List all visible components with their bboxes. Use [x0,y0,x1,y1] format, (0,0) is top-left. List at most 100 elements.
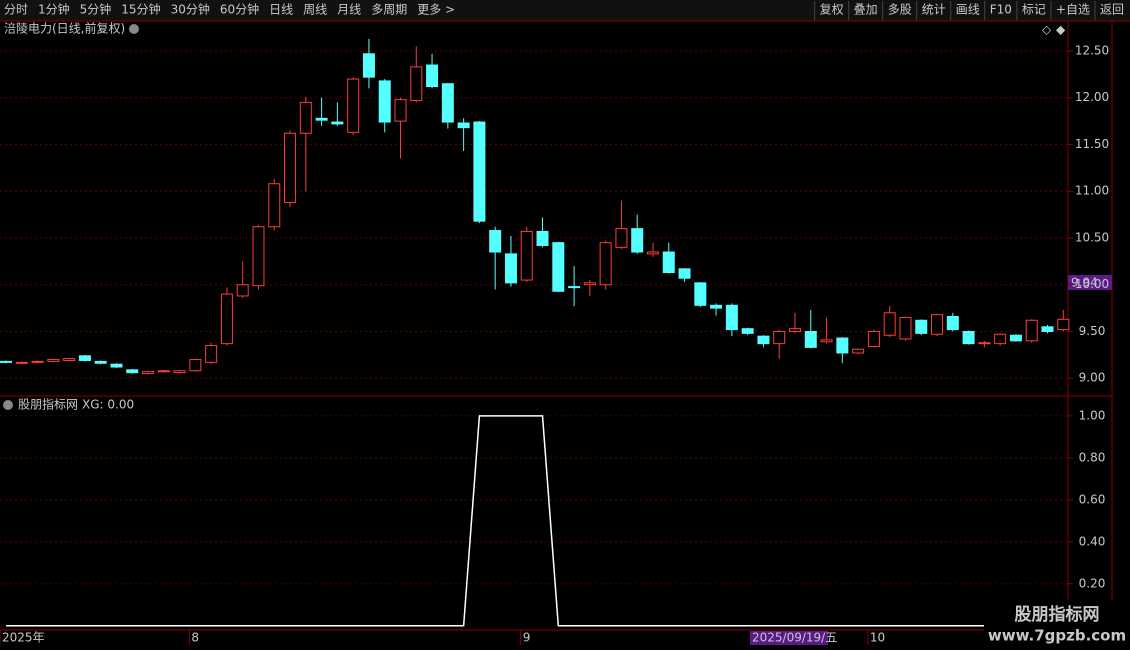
candle-body [220,293,233,345]
y-tick-label: 0.40 [1079,534,1106,548]
candle-body [441,83,454,123]
toolbar-button[interactable]: F10 [990,3,1012,17]
candle-body [789,328,801,332]
toolbar-button[interactable]: 多周期 [371,3,407,17]
candle-body [568,286,581,289]
x-tick-label: 8 [191,631,199,645]
candle-body [536,230,549,246]
candle-body [0,360,12,363]
y-tick-label: 0.20 [1079,576,1106,590]
candle-body [252,226,265,287]
candle-body [457,122,470,129]
toolbar-button[interactable]: 1分钟 [38,2,70,17]
candle-body [1009,334,1022,342]
settings-icon[interactable]: ◆ [1056,23,1066,37]
candle-body [78,355,91,361]
y-tick-label: 9.50 [1079,324,1106,338]
candle-body [173,370,186,374]
candle-body [599,242,612,286]
price-label-box [1068,275,1112,290]
toolbar-button[interactable]: 统计 [922,3,946,17]
toolbar-button[interactable]: 多股 [888,3,912,17]
candle-body [362,53,375,78]
toolbar-button[interactable]: 复权 [820,3,844,17]
toolbar-button[interactable]: 月线 [337,3,361,17]
candle-body [978,342,991,345]
candle-body [489,230,502,253]
dropdown-icon[interactable] [129,24,139,34]
y-tick-label: 0.60 [1079,492,1106,506]
candle-body [852,348,865,354]
candle-body [694,282,707,306]
watermark-box [984,600,1130,650]
y-tick-label: 10.50 [1075,230,1109,244]
candle-body [504,253,517,284]
candle-body [946,316,959,331]
candle-body [725,304,738,331]
candle-body [157,370,170,373]
toolbar-button[interactable]: 更多 > [417,3,455,17]
candle-body [631,228,644,253]
candle-body [268,183,281,228]
candle-body [1057,318,1070,331]
indicator-line [6,415,1064,627]
y-tick-label: 0.80 [1079,450,1106,464]
y-tick-label: 1.00 [1079,408,1106,422]
toolbar-button[interactable]: 叠加 [854,3,878,17]
candle-body [426,64,439,88]
candle-body [299,101,312,134]
candle-body [189,359,202,372]
watermark-name: 股朋指标网 [1015,604,1100,625]
candle-body [378,80,391,123]
y-tick-label: 11.00 [1075,184,1109,198]
toolbar-button[interactable]: 30分钟 [171,2,210,17]
toolbar-button[interactable]: 周线 [303,3,327,17]
toolbar-button[interactable]: 5分钟 [80,2,112,17]
dropdown-icon[interactable] [3,400,13,410]
candle-body [63,358,76,361]
y-tick-label: 10.00 [1075,277,1109,291]
candle-body [1041,326,1054,332]
indicator-value: XG: 0.00 [82,398,134,412]
price-label: 9.94 [1071,276,1098,290]
candle-body [583,282,596,286]
candle-body [1025,319,1038,342]
toolbar-button[interactable]: +自选 [1056,3,1090,17]
candle-body [773,330,786,345]
toolbar-button[interactable]: 15分钟 [121,2,160,17]
toolbar [0,0,1130,21]
indicator-title: 股朋指标网 [18,397,78,412]
diamond-icon[interactable]: ◇ [1042,23,1052,37]
candle-body [867,330,880,347]
toolbar-button[interactable]: 60分钟 [220,2,259,17]
toolbar-button[interactable]: 日线 [269,3,293,17]
date-label: 2025/09/19/五 [752,631,837,645]
toolbar-button[interactable]: 标记 [1022,3,1046,17]
candle-body [552,242,565,292]
candle-body [142,371,155,375]
candle-body [347,78,360,133]
candle-body [710,304,723,309]
toolbar-button[interactable]: 画线 [956,3,980,17]
candle-body [883,312,896,336]
x-tick-label: 2025年 [2,631,45,645]
candle-body [520,230,533,281]
y-tick-label: 12.00 [1075,90,1109,104]
candle-body [678,268,691,279]
toolbar-button[interactable]: 返回 [1100,3,1124,17]
candle-body [236,284,249,297]
candle-body [126,369,139,374]
candle-body [899,316,912,340]
y-tick-label: 9.00 [1079,371,1106,385]
candle-body [331,121,344,125]
candle-body [820,339,833,343]
toolbar-button[interactable]: 分时 [4,3,28,17]
candle-body [94,360,107,364]
date-label-box [750,631,828,645]
candle-body [994,333,1007,345]
candle-body [15,361,28,364]
candle-body [836,337,849,354]
candle-body [962,330,975,345]
candle-body [410,66,423,102]
